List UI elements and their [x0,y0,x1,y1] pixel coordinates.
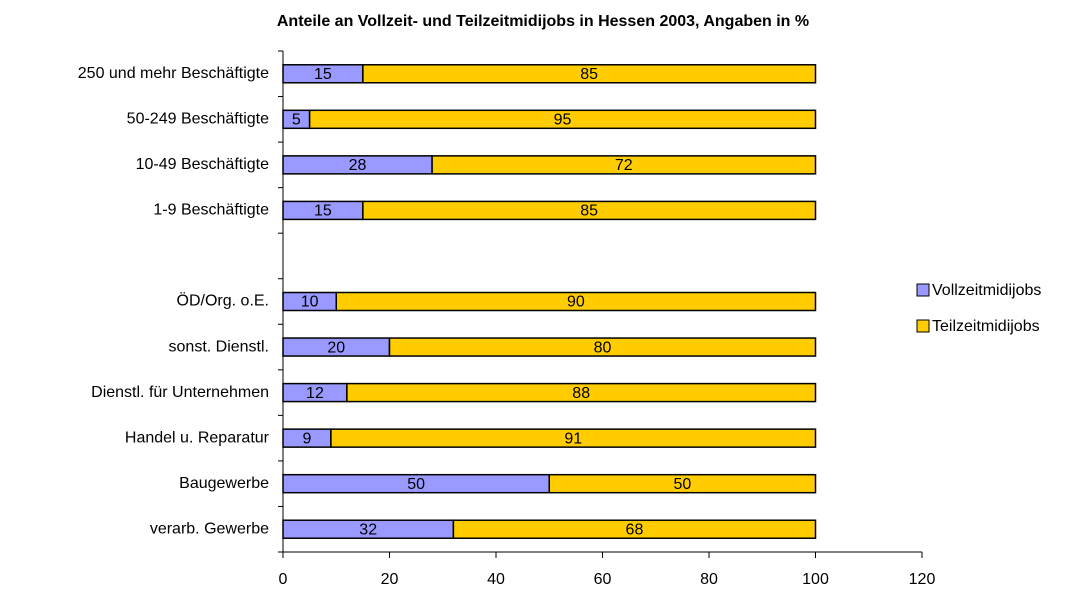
data-label: 32 [359,521,377,538]
y-tick-label: verarb. Gewerbe [150,520,269,537]
bar [308,109,817,130]
data-label: 95 [554,112,572,129]
data-label: 90 [567,294,585,311]
bar [452,519,817,539]
bar [335,291,817,312]
legend-label: Vollzeitmidijobs [932,282,1041,299]
bar [388,337,817,357]
data-label: 28 [349,157,367,174]
data-label: 12 [306,385,324,402]
bar [431,155,817,175]
data-label: 85 [580,203,598,220]
data-label: 91 [564,430,582,447]
y-tick-label: 10-49 Beschäftigte [136,156,270,173]
bar [362,64,817,84]
x-tick-label: 60 [594,571,612,588]
y-tick-label: Baugewerbe [179,475,269,492]
legend-swatch [916,319,930,333]
x-tick-label: 100 [802,571,829,588]
y-tick-label: ÖD/Org. o.E. [177,292,269,310]
data-label: 72 [615,157,633,174]
x-tick-label: 80 [700,571,718,588]
y-tick-label: 1-9 Beschäftigte [153,202,269,219]
data-label: 85 [580,66,598,83]
bar [362,200,817,221]
y-tick-label: Handel u. Reparatur [125,429,270,446]
data-label: 9 [303,430,312,447]
y-tick-label: 250 und mehr Beschäftigte [78,65,269,82]
legend-label: Teilzeitmidijobs [932,318,1040,335]
x-tick-label: 40 [487,571,505,588]
x-tick-label: 0 [279,571,288,588]
bar [346,382,817,403]
data-label: 15 [314,66,332,83]
y-tick-label: sonst. Dienstl. [169,338,269,355]
data-label: 50 [407,476,425,493]
data-label: 88 [572,385,590,402]
data-label: 20 [327,339,345,356]
data-label: 50 [673,476,691,493]
x-tick-label: 120 [909,571,936,588]
bar [548,473,817,494]
data-label: 15 [314,203,332,220]
bar [330,428,817,448]
data-label: 5 [292,112,301,129]
legend-swatch [916,283,930,297]
data-label: 68 [626,521,644,538]
chart-title: Anteile an Vollzeit- und Teilzeitmidijob… [277,13,809,30]
x-tick-label: 20 [381,571,399,588]
y-tick-label: Dienstl. für Unternehmen [91,384,269,401]
data-label: 80 [594,339,612,356]
data-label: 10 [301,294,319,311]
y-tick-label: 50-249 Beschäftigte [127,111,269,128]
